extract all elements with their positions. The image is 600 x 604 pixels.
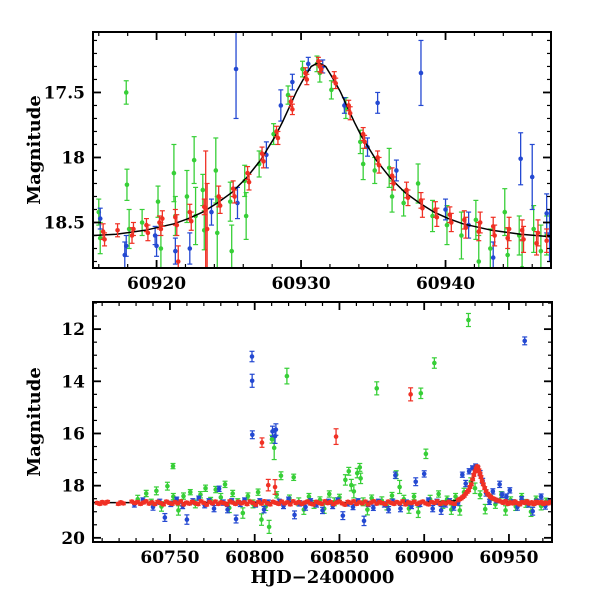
bottom-y-tick-label: 14: [61, 372, 85, 392]
bottom-plot-area: [93, 312, 552, 534]
top-ticks: [93, 32, 551, 268]
bottom-x-tick-label: 60950: [479, 548, 538, 568]
top-red-telescope-series: [100, 56, 550, 268]
bottom-ticks: [93, 302, 552, 542]
top-x-tick-label: 60930: [271, 274, 330, 294]
top-y-tick-label: 18.5: [44, 213, 85, 233]
top-x-tick-label: 60940: [416, 274, 475, 294]
bottom-red-telescope-series: [94, 387, 552, 507]
top-y-tick-label: 18: [61, 148, 85, 168]
bottom-y-tick-label: 18: [61, 477, 85, 497]
bottom-y-tick-label: 16: [61, 424, 85, 444]
top-axes-frame: [92, 31, 552, 269]
bottom-x-tick-label: 60750: [140, 548, 199, 568]
bottom-y-tick-label: 12: [61, 320, 85, 340]
top-green-telescope-series: [96, 55, 550, 268]
top-y-axis-title: Magnitude: [24, 95, 45, 205]
top-panel: 60920 60930 60940 17.5 18 18.5 Magnitude: [24, 31, 552, 294]
bottom-panel: 60750 60800 60850 60900 60950 12 14 16 18 20 Magni…: [24, 301, 553, 588]
x-axis-title: HJD−2400000: [251, 567, 395, 588]
top-blue-telescope-series: [97, 32, 551, 268]
bottom-x-tick-label: 60800: [225, 548, 284, 568]
bottom-x-tick-label: 60900: [395, 548, 454, 568]
bottom-y-axis-title: Magnitude: [24, 367, 45, 477]
bottom-y-tick-label: 20: [61, 529, 85, 549]
bottom-x-tick-label: 60850: [310, 548, 369, 568]
top-plot-area: [93, 32, 551, 268]
top-x-tick-label: 60920: [127, 274, 186, 294]
top-y-tick-label: 17.5: [44, 83, 85, 103]
